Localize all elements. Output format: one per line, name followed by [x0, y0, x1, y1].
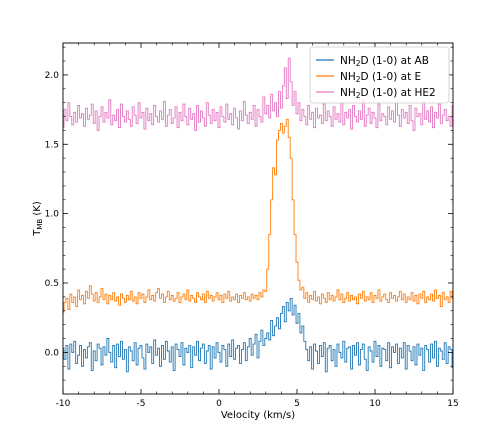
- legend-label-1: NH2D (1-0) at E: [340, 71, 421, 84]
- y-axis-label: TMB (K): [32, 201, 44, 237]
- series-line-1: [63, 118, 453, 313]
- series-line-0: [63, 297, 453, 373]
- x-tick-label-0: -10: [56, 399, 71, 409]
- x-axis-label: Velocity (km/s): [221, 410, 295, 421]
- ticks-layer: -10 -5 0 5 10 15 0.0 0.5 1.0 1.5 2.0: [45, 43, 459, 409]
- x-tick-label-3: 5: [294, 399, 300, 409]
- y-tick-label-1: 0.5: [45, 279, 59, 289]
- y-tick-label-3: 1.5: [45, 140, 59, 150]
- y-axis-label-unit: (K): [32, 201, 43, 219]
- x-tick-label-5: 15: [447, 399, 458, 409]
- legend-box: [309, 46, 450, 104]
- legend-label-0: NH2D (1-0) at AB: [340, 55, 429, 68]
- y-tick-label-2: 1.0: [45, 210, 60, 220]
- legend-label-2: NH2D (1-0) at HE2: [340, 87, 436, 100]
- y-axis-label-subscript: MB: [36, 219, 44, 230]
- y-tick-label-0: 0.0: [45, 348, 60, 358]
- x-tick-label-4: 10: [369, 399, 381, 409]
- plot-frame: [62, 42, 454, 395]
- series-line-2: [63, 57, 453, 131]
- y-axis-label-main: T: [32, 229, 43, 237]
- x-tick-label-1: -5: [137, 399, 146, 409]
- legend: NH2D (1-0) at AB NH2D (1-0) at E NH2D (1-0…: [309, 46, 450, 104]
- y-tick-label-4: 2.0: [45, 71, 60, 81]
- x-tick-label-2: 0: [216, 399, 222, 409]
- series-layer: [63, 57, 453, 373]
